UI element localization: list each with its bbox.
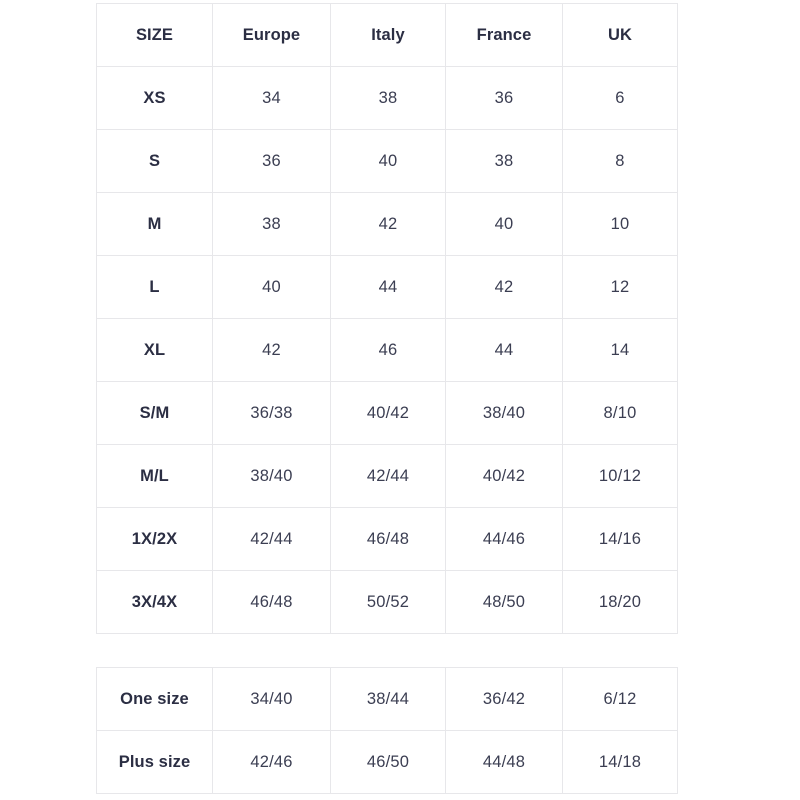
cell-europe: 34 — [212, 66, 331, 130]
cell-europe: 36 — [212, 129, 331, 193]
cell-italy: 42/44 — [330, 444, 446, 508]
table-body: XS 34 38 36 6 S 36 40 38 8 M 38 42 40 10 — [96, 66, 678, 634]
cell-europe: 46/48 — [212, 570, 331, 634]
cell-france: 40 — [445, 192, 563, 256]
row-label: S — [96, 129, 213, 193]
cell-uk: 10/12 — [562, 444, 678, 508]
cell-italy: 46 — [330, 318, 446, 382]
cell-uk: 8/10 — [562, 381, 678, 445]
cell-italy: 40/42 — [330, 381, 446, 445]
cell-europe: 40 — [212, 255, 331, 319]
cell-europe: 42/46 — [212, 730, 331, 794]
table-row: S/M 36/38 40/42 38/40 8/10 — [96, 381, 678, 445]
column-header-italy: Italy — [330, 3, 446, 67]
cell-france: 38/40 — [445, 381, 563, 445]
cell-uk: 14 — [562, 318, 678, 382]
cell-italy: 38/44 — [330, 667, 446, 731]
row-label: L — [96, 255, 213, 319]
row-label: 3X/4X — [96, 570, 213, 634]
cell-uk: 12 — [562, 255, 678, 319]
column-header-size: SIZE — [96, 3, 213, 67]
row-label: M/L — [96, 444, 213, 508]
cell-uk: 6/12 — [562, 667, 678, 731]
cell-france: 44/46 — [445, 507, 563, 571]
cell-italy: 44 — [330, 255, 446, 319]
cell-europe: 36/38 — [212, 381, 331, 445]
cell-italy: 50/52 — [330, 570, 446, 634]
table-row: XL 42 46 44 14 — [96, 318, 678, 382]
cell-france: 36 — [445, 66, 563, 130]
cell-italy: 42 — [330, 192, 446, 256]
cell-europe: 34/40 — [212, 667, 331, 731]
table-row: Plus size 42/46 46/50 44/48 14/18 — [96, 730, 678, 794]
table-header: SIZE Europe Italy France UK — [96, 3, 678, 67]
column-header-france: France — [445, 3, 563, 67]
cell-europe: 42 — [212, 318, 331, 382]
cell-uk: 18/20 — [562, 570, 678, 634]
cell-italy: 40 — [330, 129, 446, 193]
size-conversion-table: SIZE Europe Italy France UK XS 34 38 36 … — [96, 3, 678, 634]
row-label: XS — [96, 66, 213, 130]
cell-italy: 38 — [330, 66, 446, 130]
row-label: M — [96, 192, 213, 256]
row-label: XL — [96, 318, 213, 382]
column-header-uk: UK — [562, 3, 678, 67]
table-header-row: SIZE Europe Italy France UK — [96, 3, 678, 67]
table-row: 3X/4X 46/48 50/52 48/50 18/20 — [96, 570, 678, 634]
cell-uk: 10 — [562, 192, 678, 256]
table-row: 1X/2X 42/44 46/48 44/46 14/16 — [96, 507, 678, 571]
cell-uk: 14/18 — [562, 730, 678, 794]
cell-france: 38 — [445, 129, 563, 193]
cell-uk: 14/16 — [562, 507, 678, 571]
table-row: M 38 42 40 10 — [96, 192, 678, 256]
table-body: One size 34/40 38/44 36/42 6/12 Plus siz… — [96, 667, 678, 794]
cell-uk: 8 — [562, 129, 678, 193]
row-label: S/M — [96, 381, 213, 445]
table-row: XS 34 38 36 6 — [96, 66, 678, 130]
cell-france: 42 — [445, 255, 563, 319]
cell-france: 36/42 — [445, 667, 563, 731]
row-label: 1X/2X — [96, 507, 213, 571]
row-label: One size — [96, 667, 213, 731]
cell-europe: 42/44 — [212, 507, 331, 571]
cell-italy: 46/50 — [330, 730, 446, 794]
table-row: One size 34/40 38/44 36/42 6/12 — [96, 667, 678, 731]
cell-uk: 6 — [562, 66, 678, 130]
cell-europe: 38/40 — [212, 444, 331, 508]
cell-france: 44 — [445, 318, 563, 382]
cell-france: 44/48 — [445, 730, 563, 794]
table-row: L 40 44 42 12 — [96, 255, 678, 319]
table-row: S 36 40 38 8 — [96, 129, 678, 193]
cell-europe: 38 — [212, 192, 331, 256]
cell-france: 40/42 — [445, 444, 563, 508]
one-size-conversion-table: One size 34/40 38/44 36/42 6/12 Plus siz… — [96, 667, 678, 794]
row-label: Plus size — [96, 730, 213, 794]
cell-france: 48/50 — [445, 570, 563, 634]
cell-italy: 46/48 — [330, 507, 446, 571]
column-header-europe: Europe — [212, 3, 331, 67]
table-row: M/L 38/40 42/44 40/42 10/12 — [96, 444, 678, 508]
